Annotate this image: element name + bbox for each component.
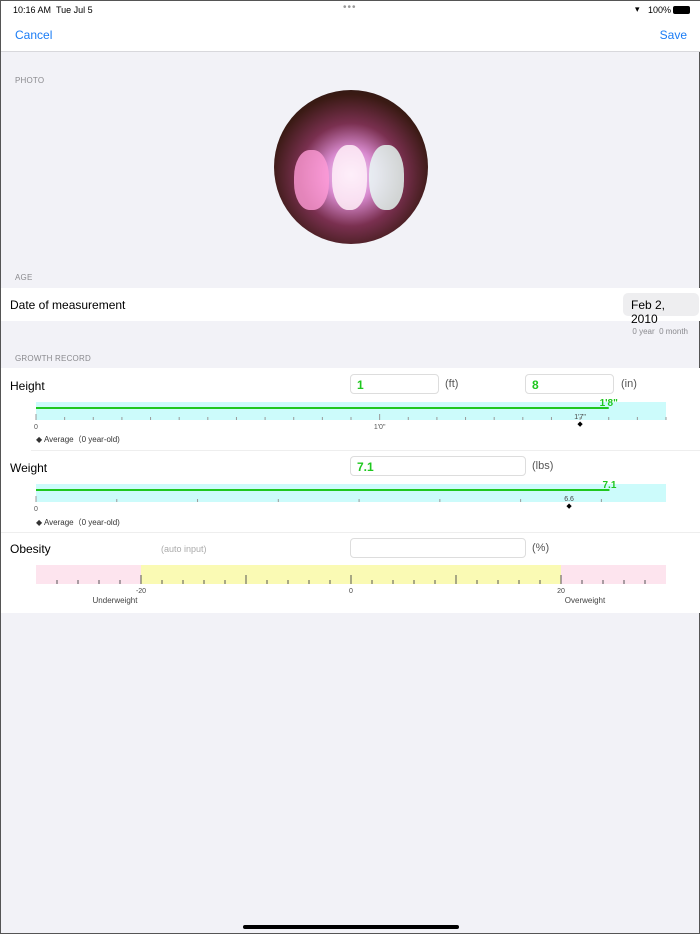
weight-legend: ◆ Average（0 year-old) [36, 518, 120, 527]
section-header-growth: GROWTH RECORD [15, 354, 91, 363]
status-bar: 10:16 AM Tue Jul 5 ••• ▾ 100% [1, 1, 700, 19]
tick-label: 1'0" [374, 424, 386, 431]
value-label: 7.1 [603, 480, 617, 491]
percent-unit: (%) [532, 542, 550, 554]
date-label: Date of measurement [10, 298, 126, 312]
wifi-icon: ▾ [635, 4, 640, 14]
overweight-label: Overweight [565, 596, 606, 605]
nav-bar: Cancel Save [1, 19, 700, 52]
multitask-dots-icon[interactable]: ••• [343, 2, 357, 13]
average-label: 6.6 [564, 496, 574, 503]
tick-label: 0 [349, 588, 353, 595]
average-marker-icon: ◆ [566, 503, 572, 510]
tick-label: 0 [34, 506, 38, 513]
profile-photo[interactable] [274, 90, 428, 244]
save-button[interactable]: Save [659, 28, 687, 42]
height-scale: 1'8" 0 1'0" 1'7"◆ [34, 398, 667, 431]
tick-label: -20 [136, 588, 146, 595]
growth-card: Height 1 (ft) 8 (in) 1'8" 0 1'0" 1'7" ◆ ◆ Av… [1, 368, 700, 613]
value-label: 1'8" [600, 398, 619, 409]
battery-icon [673, 6, 690, 14]
lbs-unit: (lbs) [532, 460, 554, 472]
height-label: Height [10, 379, 45, 393]
average-marker-icon: ◆ [577, 421, 583, 428]
tick-label: 0 [34, 424, 38, 431]
date-picker[interactable]: Feb 2, 2010 [623, 293, 699, 326]
height-ft-input[interactable]: 1 [350, 374, 439, 394]
ft-unit: (ft) [445, 378, 459, 390]
underweight-label: Underweight [93, 596, 139, 605]
divider [1, 532, 700, 533]
weight-legend-text: Average（0 year-old) [43, 518, 120, 527]
date-row: Date of measurement Feb 2, 2010 [1, 288, 700, 326]
section-header-photo: PHOTO [15, 76, 45, 85]
weight-input[interactable]: 7.1 [350, 456, 526, 476]
battery-percent: 100% [648, 5, 672, 15]
height-legend: ◆ Average（0 year-old) [36, 435, 120, 444]
obesity-scale: -20 0 20 Underweight Overweight [36, 565, 666, 605]
scale-background [36, 484, 666, 502]
average-label: 1'7" [574, 414, 586, 421]
divider [31, 450, 700, 451]
height-in-input[interactable]: 8 [525, 374, 614, 394]
weight-label: Weight [10, 461, 48, 475]
height-legend-text: Average（0 year-old) [43, 435, 120, 444]
tick-label: 20 [557, 588, 565, 595]
status-time: 10:16 AM [13, 5, 52, 15]
obesity-input[interactable] [350, 538, 526, 558]
weight-scale: 7.1 0 6.6◆ [34, 480, 666, 513]
status-date: Tue Jul 5 [56, 5, 93, 15]
underweight-zone [36, 565, 141, 584]
obesity-hint: (auto input) [161, 544, 207, 554]
home-indicator[interactable] [243, 925, 459, 929]
section-header-age: AGE [15, 273, 33, 282]
obesity-label: Obesity [10, 542, 51, 556]
cancel-button[interactable]: Cancel [15, 28, 53, 42]
overweight-zone [561, 565, 666, 584]
age-text: 0 year 0 month [632, 327, 688, 336]
scale-background [36, 402, 666, 420]
in-unit: (in) [621, 378, 637, 390]
